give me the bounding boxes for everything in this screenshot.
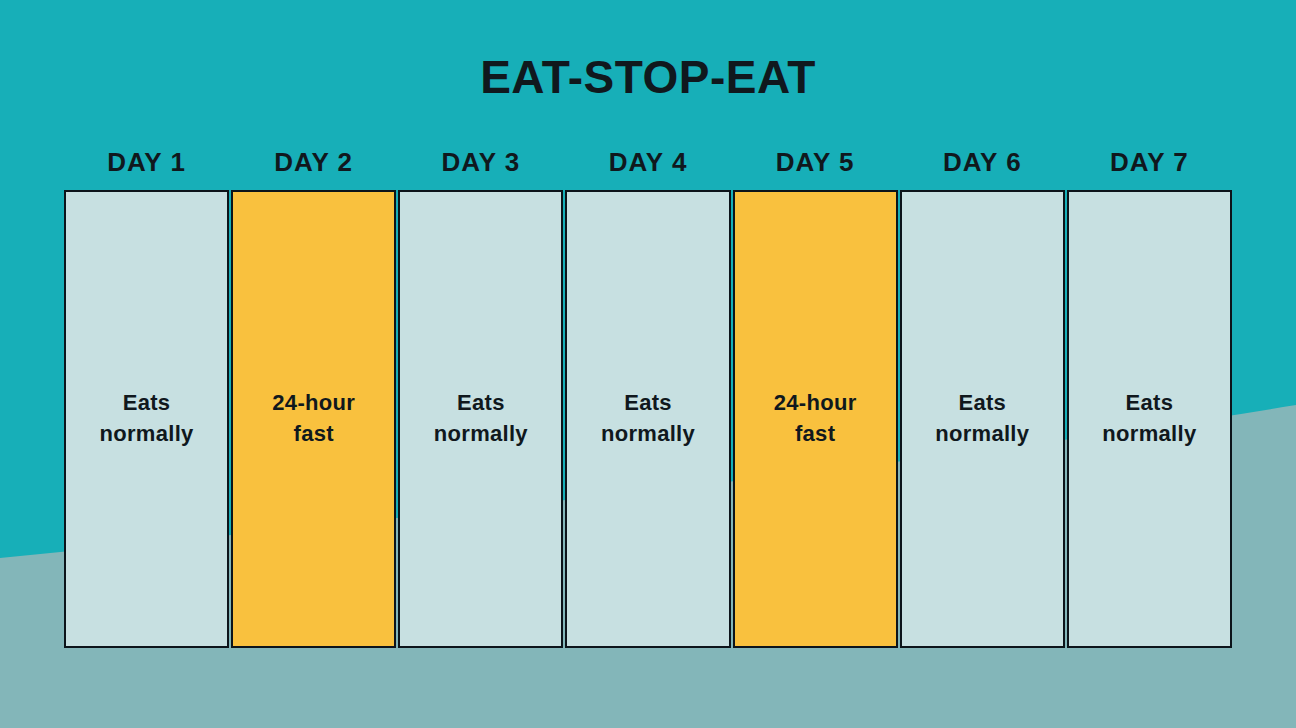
- activity-line1: Eats: [434, 388, 528, 419]
- day-column-4: Eats normally: [565, 190, 730, 648]
- day-label-7: DAY 7: [1067, 142, 1232, 182]
- day-activity: 24-hour fast: [774, 388, 857, 450]
- day-activity: Eats normally: [100, 388, 194, 450]
- day-column-1: Eats normally: [64, 190, 229, 648]
- page-title: EAT-STOP-EAT: [0, 50, 1296, 104]
- day-activity: 24-hour fast: [272, 388, 355, 450]
- day-label-5: DAY 5: [733, 142, 898, 182]
- day-header-row: DAY 1 DAY 2 DAY 3 DAY 4 DAY 5 DAY 6 DAY …: [64, 142, 1232, 182]
- activity-line2: normally: [1102, 419, 1196, 450]
- activity-line2: normally: [601, 419, 695, 450]
- activity-line1: Eats: [935, 388, 1029, 419]
- day-label-6: DAY 6: [900, 142, 1065, 182]
- day-activity: Eats normally: [935, 388, 1029, 450]
- day-column-3: Eats normally: [398, 190, 563, 648]
- day-column-5: 24-hour fast: [733, 190, 898, 648]
- infographic-canvas: EAT-STOP-EAT DAY 1 DAY 2 DAY 3 DAY 4 DAY…: [0, 0, 1296, 728]
- day-label-3: DAY 3: [398, 142, 563, 182]
- activity-line2: normally: [434, 419, 528, 450]
- activity-line2: normally: [935, 419, 1029, 450]
- day-column-6: Eats normally: [900, 190, 1065, 648]
- day-label-1: DAY 1: [64, 142, 229, 182]
- activity-line2: fast: [774, 419, 857, 450]
- day-activity: Eats normally: [434, 388, 528, 450]
- day-column-7: Eats normally: [1067, 190, 1232, 648]
- activity-line1: Eats: [1102, 388, 1196, 419]
- day-activity: Eats normally: [601, 388, 695, 450]
- activity-line2: normally: [100, 419, 194, 450]
- activity-line1: 24-hour: [774, 388, 857, 419]
- day-activity: Eats normally: [1102, 388, 1196, 450]
- day-column-2: 24-hour fast: [231, 190, 396, 648]
- week-schedule-table: Eats normally 24-hour fast Eats normally…: [64, 190, 1232, 648]
- day-label-2: DAY 2: [231, 142, 396, 182]
- activity-line1: Eats: [100, 388, 194, 419]
- activity-line1: Eats: [601, 388, 695, 419]
- activity-line2: fast: [272, 419, 355, 450]
- activity-line1: 24-hour: [272, 388, 355, 419]
- day-label-4: DAY 4: [565, 142, 730, 182]
